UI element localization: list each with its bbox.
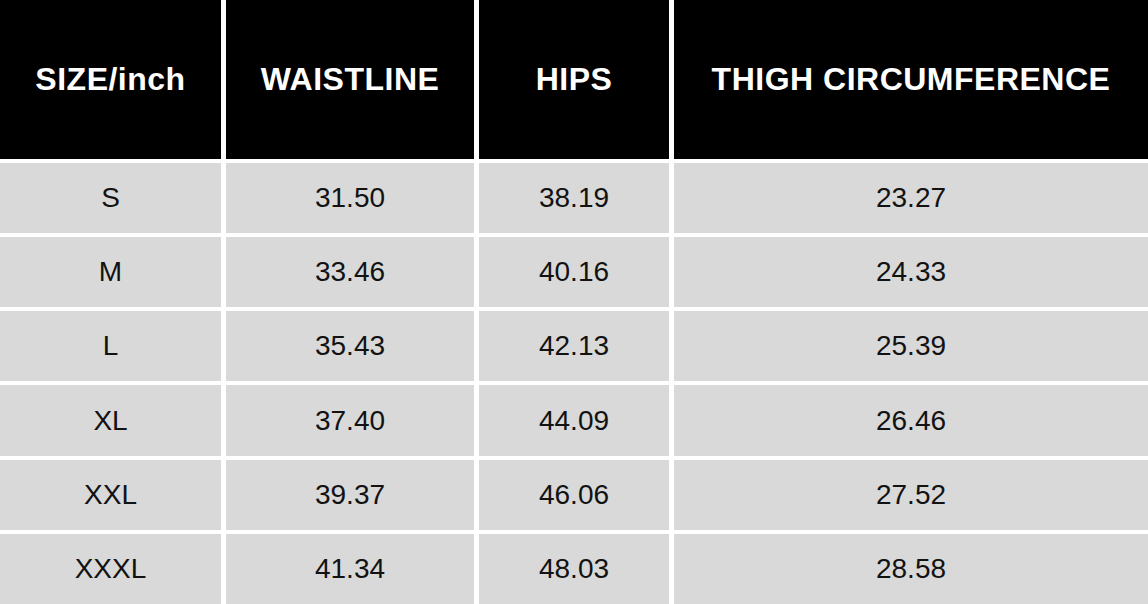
header-size-inch: SIZE/inch <box>0 0 221 159</box>
row-s-thigh: 23.27 <box>674 163 1148 233</box>
header-waistline: WAISTLINE <box>226 0 474 159</box>
header-hips: HIPS <box>479 0 669 159</box>
row-xxl-waistline: 39.37 <box>226 460 474 530</box>
size-chart-table: SIZE/inch WAISTLINE HIPS THIGH CIRCUMFER… <box>0 0 1148 604</box>
row-l-hips: 42.13 <box>479 311 669 381</box>
row-s-waistline: 31.50 <box>226 163 474 233</box>
row-xxxl-waistline: 41.34 <box>226 534 474 604</box>
row-xl-hips: 44.09 <box>479 385 669 455</box>
row-m-thigh: 24.33 <box>674 237 1148 307</box>
row-l-waistline: 35.43 <box>226 311 474 381</box>
header-thigh-circumference: THIGH CIRCUMFERENCE <box>674 0 1148 159</box>
row-s-size-label: S <box>0 163 221 233</box>
row-m-waistline: 33.46 <box>226 237 474 307</box>
row-xxl-thigh: 27.52 <box>674 460 1148 530</box>
row-xxxl-size-label: XXXL <box>0 534 221 604</box>
row-xxxl-thigh: 28.58 <box>674 534 1148 604</box>
row-m-hips: 40.16 <box>479 237 669 307</box>
row-m-size-label: M <box>0 237 221 307</box>
row-xxl-hips: 46.06 <box>479 460 669 530</box>
row-l-thigh: 25.39 <box>674 311 1148 381</box>
row-xxl-size-label: XXL <box>0 460 221 530</box>
row-xxxl-hips: 48.03 <box>479 534 669 604</box>
row-xl-thigh: 26.46 <box>674 385 1148 455</box>
row-s-hips: 38.19 <box>479 163 669 233</box>
row-xl-size-label: XL <box>0 385 221 455</box>
row-xl-waistline: 37.40 <box>226 385 474 455</box>
row-l-size-label: L <box>0 311 221 381</box>
